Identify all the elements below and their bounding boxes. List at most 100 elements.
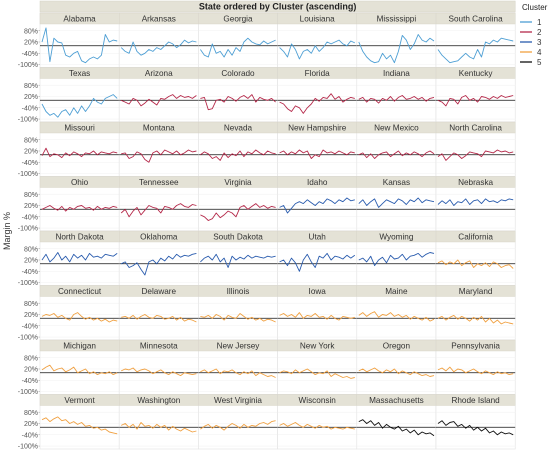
panel-title: New Jersey	[217, 342, 261, 351]
panel-title: New Mexico	[374, 124, 419, 133]
y-axis-label: Margin %	[2, 212, 12, 250]
y-tick-label: 20%	[24, 94, 38, 101]
panel-strip	[435, 176, 516, 188]
series-line-kentucky	[437, 95, 514, 107]
panel-title: Louisiana	[300, 15, 335, 24]
panel-title: Pennsylvania	[451, 342, 500, 351]
y-tick-label: -100%	[18, 389, 38, 396]
panel-title: Arkansas	[142, 15, 176, 24]
series-line-georgia	[200, 37, 276, 58]
panel-title: Mississippi	[377, 15, 417, 24]
panel-title: Tennessee	[139, 178, 179, 187]
panel-title: North Dakota	[55, 233, 104, 242]
legend-title: Cluster	[522, 3, 548, 12]
panel-strip	[435, 339, 516, 352]
series-line-michigan	[41, 364, 118, 376]
panel-title: Florida	[305, 69, 330, 78]
panel-title: Arizona	[145, 69, 173, 78]
panel-title: Indiana	[383, 69, 410, 78]
panel-title: New Hampshire	[288, 124, 347, 133]
y-tick-label: -100%	[18, 117, 38, 124]
panel-strip	[435, 67, 516, 79]
series-line-south-carolina	[437, 37, 514, 64]
panel-title: Vermont	[64, 396, 95, 405]
panel-title: Alabama	[63, 15, 96, 24]
series-line-indiana	[358, 95, 435, 104]
panel-title: California	[458, 233, 493, 242]
y-tick-label: -100%	[18, 444, 38, 451]
panel-title: Michigan	[63, 342, 96, 351]
y-tick-label: -100%	[18, 171, 38, 178]
y-tick-label: -100%	[18, 62, 38, 69]
series-line-iowa	[279, 312, 355, 321]
panel-title: New York	[300, 342, 335, 351]
series-line-south-dakota	[200, 253, 276, 268]
panel-strip	[435, 285, 516, 297]
panel-title: Wyoming	[379, 233, 413, 242]
series-line-new-hampshire	[279, 149, 355, 159]
panel-title: West Virginia	[214, 396, 262, 405]
series-line-new-york	[279, 368, 355, 379]
panel-strip	[435, 12, 516, 25]
panel-title: Utah	[309, 233, 327, 242]
panel-title: Washington	[137, 396, 180, 405]
panel-title: Colorado	[221, 69, 255, 78]
panel-title: South Carolina	[449, 15, 504, 24]
y-tick-label: -40%	[22, 432, 38, 439]
series-line-nevada	[200, 149, 276, 161]
series-line-ohio	[41, 205, 118, 212]
series-line-west-virginia	[200, 420, 276, 431]
y-tick-label: -40%	[22, 269, 38, 276]
series-line-arizona	[121, 94, 197, 107]
series-line-oregon	[358, 367, 435, 377]
series-line-alabama	[41, 27, 118, 64]
panel-title: Missouri	[64, 124, 95, 133]
legend-label-1: 1	[537, 18, 542, 27]
panel-title: Kansas	[383, 178, 410, 187]
series-line-massachusetts	[358, 419, 435, 437]
y-tick-label: -100%	[18, 280, 38, 287]
series-line-maine	[358, 311, 435, 322]
panel-title: Delaware	[142, 287, 177, 296]
y-tick-label: 80%	[24, 83, 38, 90]
y-tick-label: 20%	[24, 421, 38, 428]
series-line-connecticut	[41, 312, 118, 323]
panel-title: Georgia	[223, 15, 253, 24]
y-tick-label: 80%	[24, 355, 38, 362]
panel-title: Montana	[143, 124, 175, 133]
series-line-north-carolina	[437, 149, 514, 161]
panel-title: Oregon	[383, 342, 411, 351]
legend-label-3: 3	[537, 38, 542, 47]
panel-title: South Dakota	[213, 233, 263, 242]
panel-title: Kentucky	[459, 69, 494, 78]
series-line-minnesota	[121, 367, 197, 377]
y-tick-label: 80%	[24, 28, 38, 35]
series-line-missouri	[41, 147, 118, 159]
legend-label-2: 2	[537, 28, 542, 37]
series-line-vermont	[41, 416, 118, 435]
series-line-rhode-island	[437, 420, 514, 436]
panel-title: Maine	[385, 287, 408, 296]
legend-label-4: 4	[537, 48, 542, 57]
panel-title: Nevada	[224, 124, 253, 133]
panel-title: Illinois	[227, 287, 250, 296]
series-line-california	[437, 259, 514, 269]
series-line-tennessee	[120, 203, 197, 218]
panel-title: Rhode Island	[451, 396, 500, 405]
y-tick-label: -40%	[22, 378, 38, 385]
y-tick-label: 20%	[24, 149, 38, 156]
panel-title: Virginia	[224, 178, 252, 187]
series-line-delaware	[121, 314, 197, 323]
panel-title: Wisconsin	[299, 396, 337, 405]
series-line-colorado	[200, 94, 276, 111]
series-line-maryland	[437, 314, 514, 325]
series-line-north-dakota	[41, 252, 118, 263]
y-tick-label: 80%	[24, 301, 38, 308]
y-tick-label: -40%	[22, 323, 38, 330]
panel-strip	[435, 394, 516, 406]
y-tick-label: 20%	[24, 203, 38, 210]
series-line-texas	[41, 94, 118, 118]
y-tick-label: -40%	[22, 105, 38, 112]
